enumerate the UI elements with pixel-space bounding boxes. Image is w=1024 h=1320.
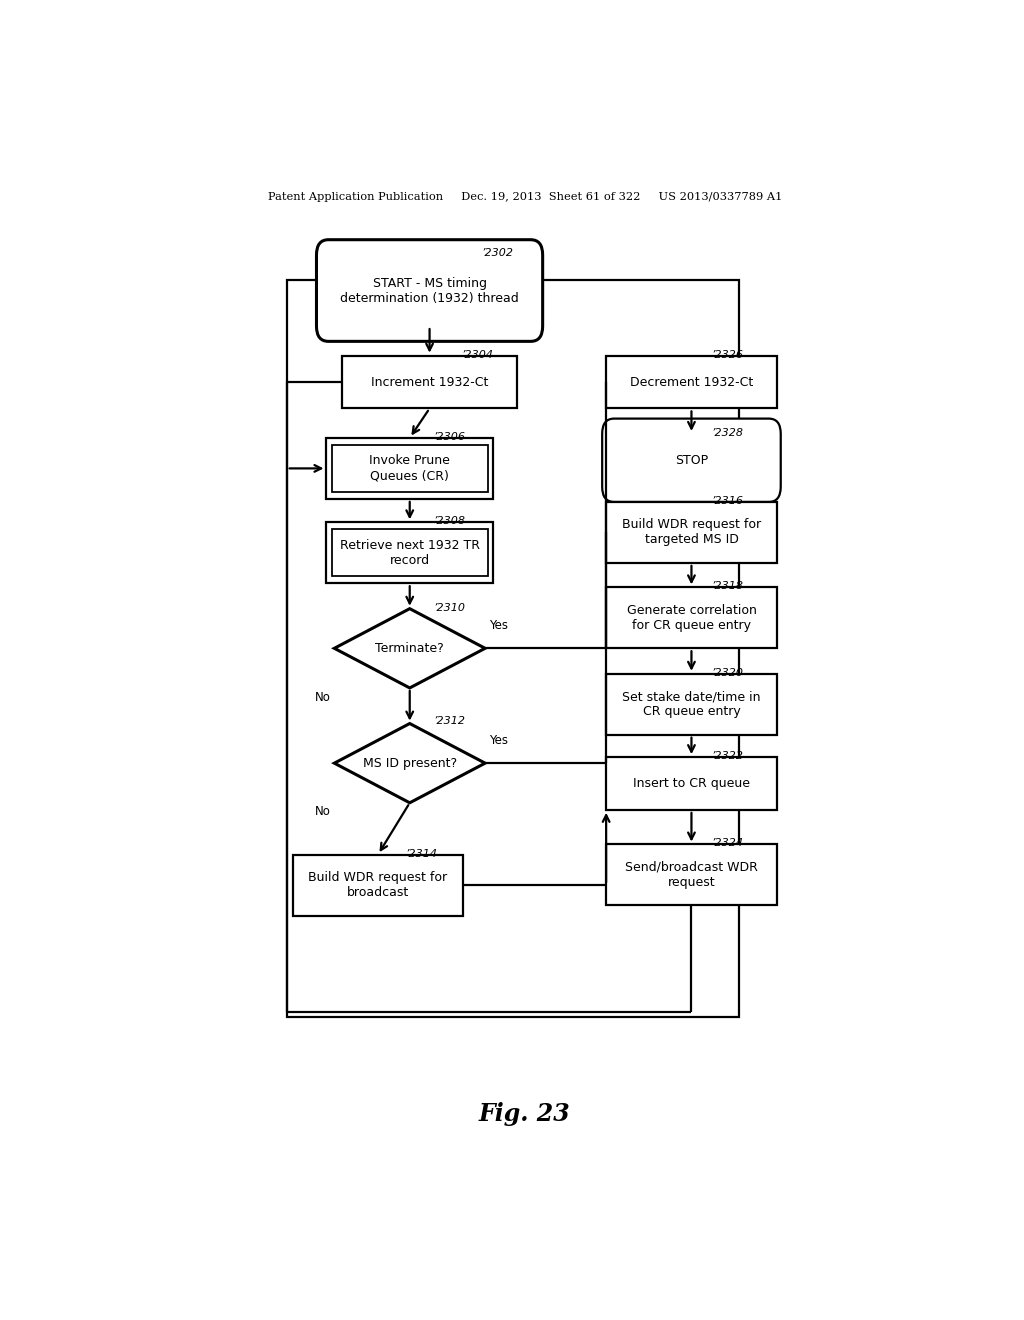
- Bar: [606, 845, 777, 906]
- Text: ’2308: ’2308: [433, 516, 466, 527]
- Text: START - MS timing
determination (1932) thread: START - MS timing determination (1932) t…: [340, 276, 519, 305]
- Text: Yes: Yes: [489, 619, 508, 632]
- Text: Send/broadcast WDR
request: Send/broadcast WDR request: [625, 861, 758, 888]
- Bar: [287, 280, 739, 1018]
- Bar: [606, 758, 777, 810]
- Text: ’2310: ’2310: [433, 603, 466, 612]
- Bar: [606, 673, 777, 735]
- Bar: [332, 529, 487, 576]
- Text: Patent Application Publication     Dec. 19, 2013  Sheet 61 of 322     US 2013/03: Patent Application Publication Dec. 19, …: [267, 191, 782, 202]
- FancyBboxPatch shape: [316, 240, 543, 342]
- Text: Set stake date/time in
CR queue entry: Set stake date/time in CR queue entry: [623, 690, 761, 718]
- Text: ’2318: ’2318: [712, 581, 743, 591]
- Text: ’2306: ’2306: [433, 432, 466, 442]
- Bar: [606, 355, 777, 408]
- Text: ’2312: ’2312: [433, 717, 466, 726]
- Bar: [327, 523, 493, 583]
- Text: Retrieve next 1932 TR
record: Retrieve next 1932 TR record: [340, 539, 479, 566]
- Text: ’2326: ’2326: [712, 350, 743, 359]
- Text: Increment 1932-Ct: Increment 1932-Ct: [371, 375, 488, 388]
- Text: ’2328: ’2328: [712, 428, 743, 438]
- Polygon shape: [334, 723, 485, 803]
- Polygon shape: [334, 609, 485, 688]
- Text: Yes: Yes: [489, 734, 508, 747]
- Bar: [606, 502, 777, 562]
- Text: ’2302: ’2302: [481, 248, 513, 257]
- Text: Generate correlation
for CR queue entry: Generate correlation for CR queue entry: [627, 603, 757, 632]
- Text: ’2324: ’2324: [712, 838, 743, 849]
- Text: ’2316: ’2316: [712, 496, 743, 506]
- FancyBboxPatch shape: [602, 418, 780, 502]
- Text: No: No: [314, 690, 331, 704]
- Bar: [332, 445, 487, 492]
- Text: No: No: [314, 805, 331, 818]
- Bar: [293, 854, 463, 916]
- Bar: [327, 438, 493, 499]
- Text: Build WDR request for
targeted MS ID: Build WDR request for targeted MS ID: [622, 519, 761, 546]
- Text: Decrement 1932-Ct: Decrement 1932-Ct: [630, 375, 753, 388]
- Text: Invoke Prune
Queues (CR): Invoke Prune Queues (CR): [370, 454, 451, 482]
- Text: ’2304: ’2304: [461, 350, 494, 359]
- Text: ’2322: ’2322: [712, 751, 743, 762]
- Text: Fig. 23: Fig. 23: [479, 1102, 570, 1126]
- Text: STOP: STOP: [675, 454, 708, 467]
- Text: Build WDR request for
broadcast: Build WDR request for broadcast: [308, 871, 447, 899]
- Bar: [606, 587, 777, 648]
- Bar: [342, 355, 517, 408]
- Text: MS ID present?: MS ID present?: [362, 756, 457, 770]
- Text: ’2314: ’2314: [406, 849, 438, 858]
- Text: ’2320: ’2320: [712, 668, 743, 677]
- Text: Insert to CR queue: Insert to CR queue: [633, 777, 750, 789]
- Text: Terminate?: Terminate?: [376, 642, 444, 655]
